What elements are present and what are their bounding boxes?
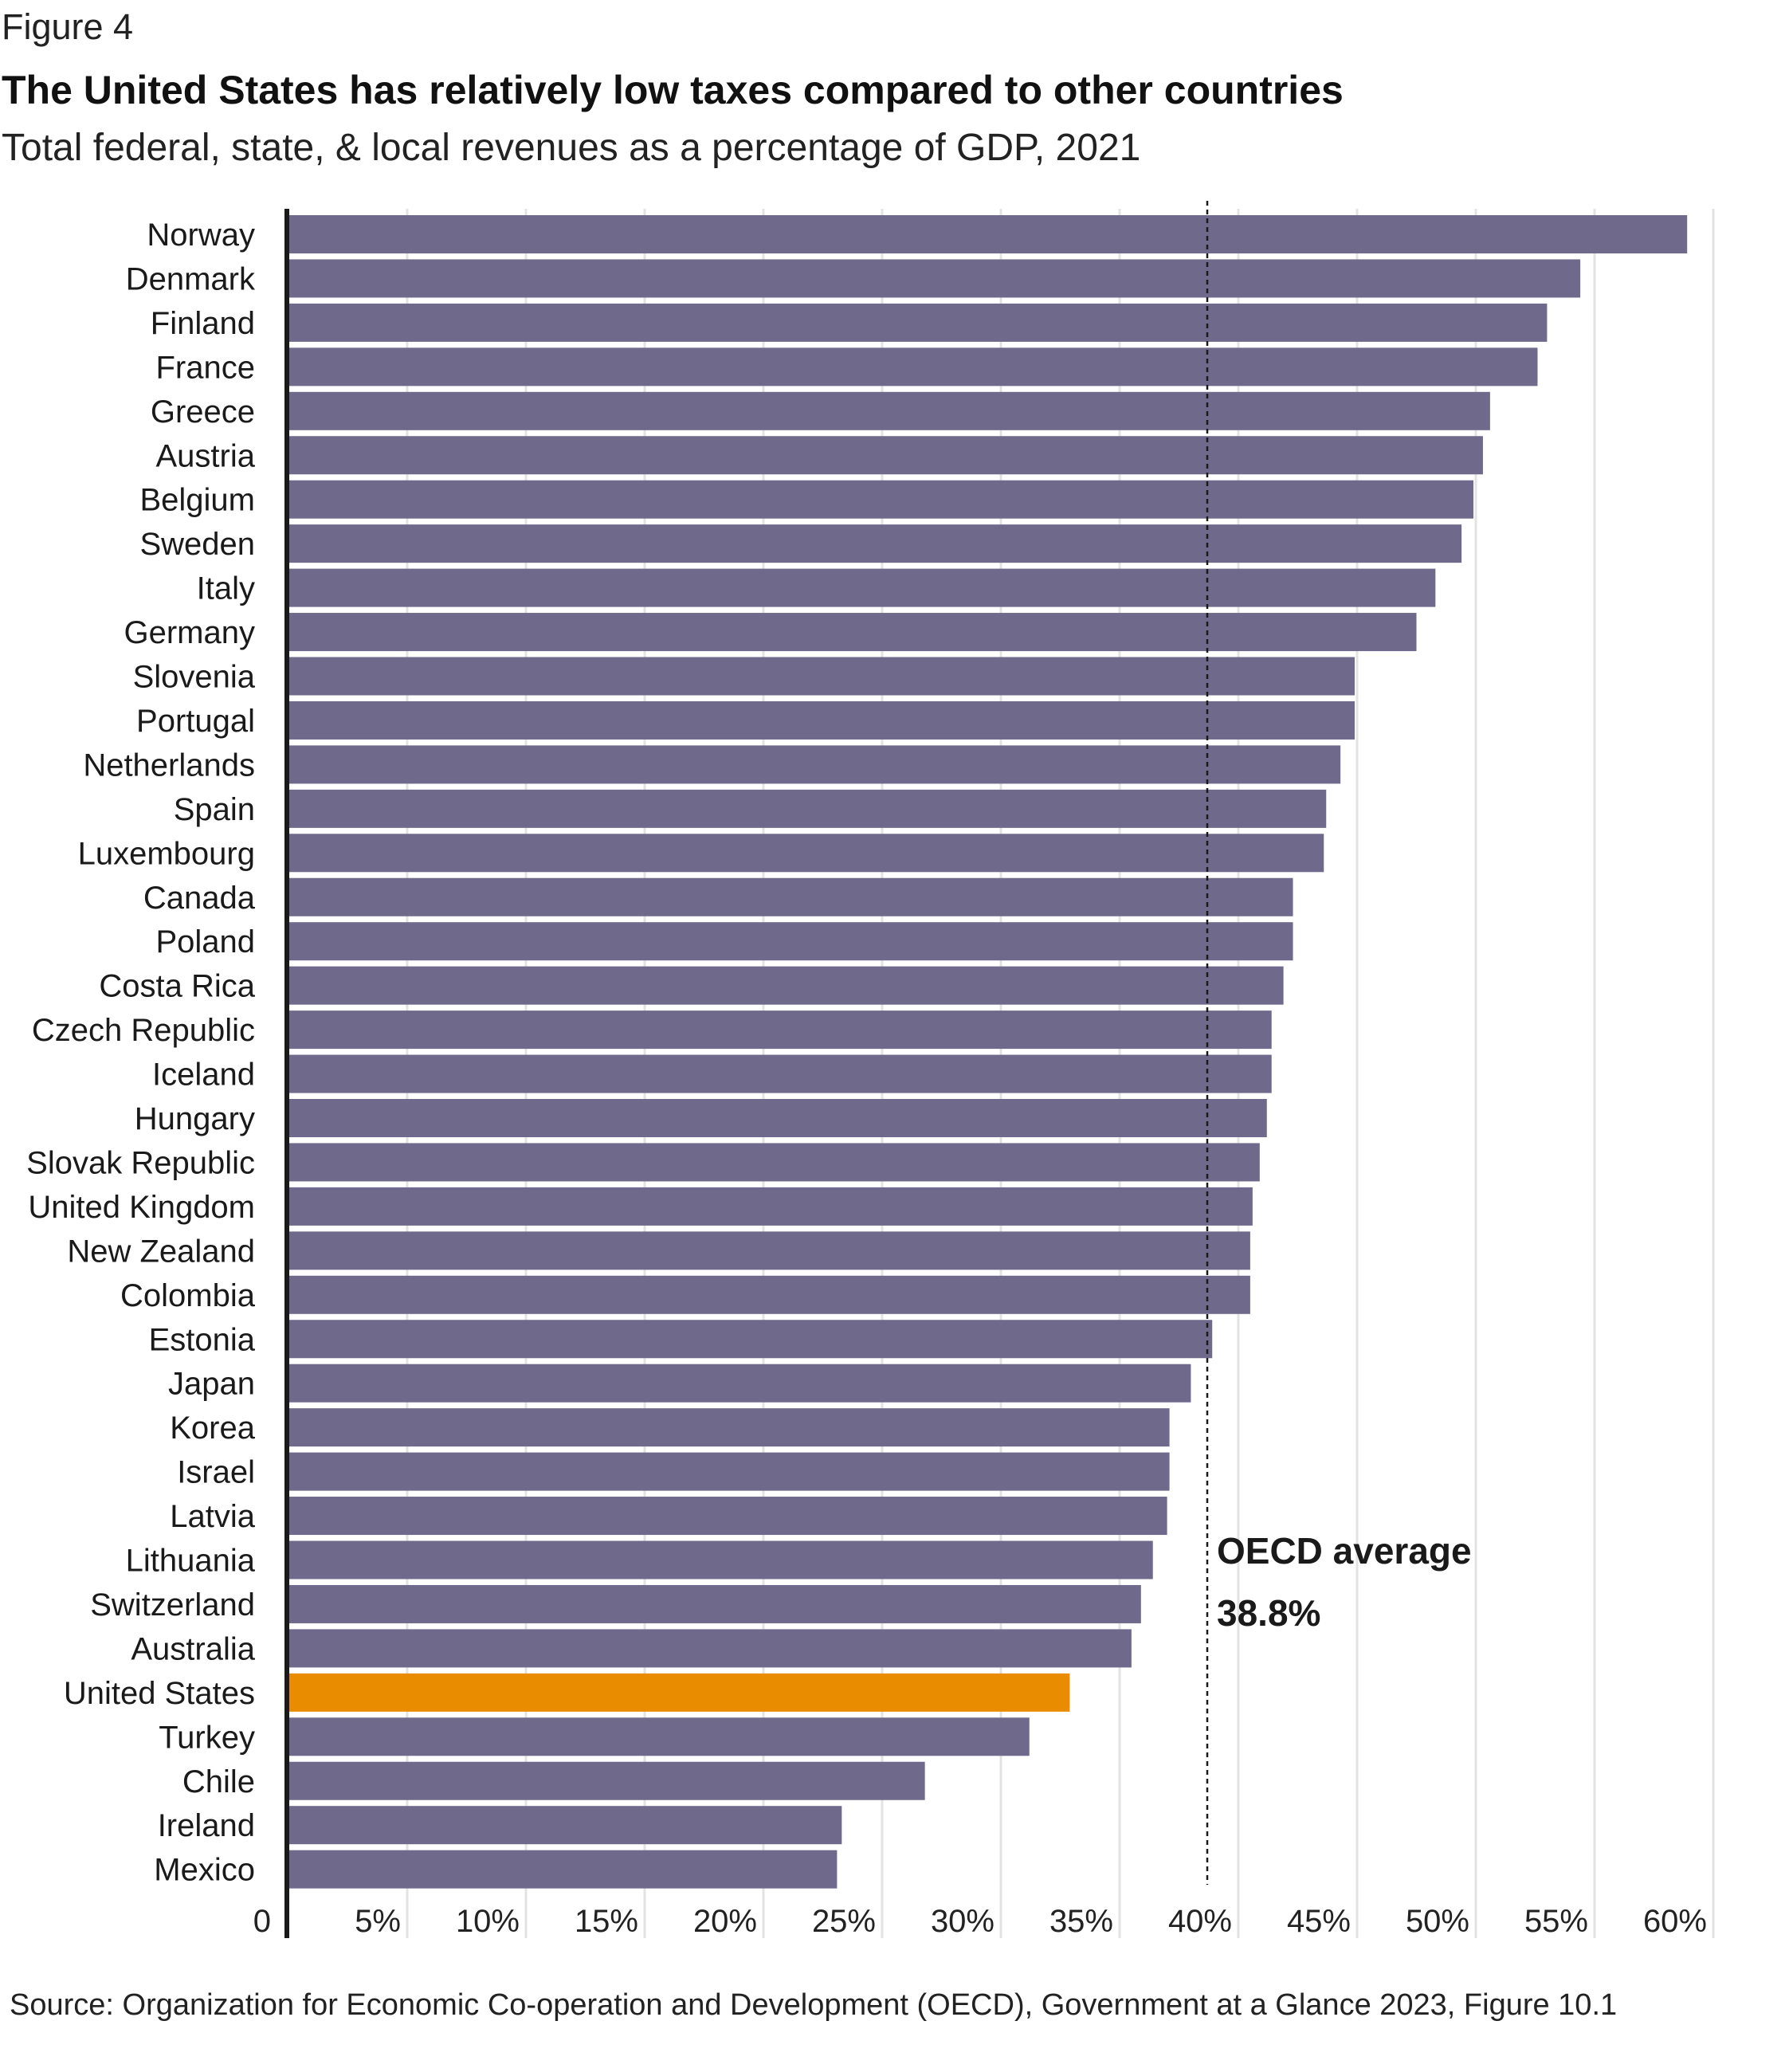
bar [288, 1099, 1267, 1137]
category-label: Portugal [136, 704, 255, 739]
bar [288, 1320, 1213, 1359]
category-label: Luxembourg [78, 836, 255, 871]
tick-label: 30% [931, 1904, 994, 1939]
category-label: Switzerland [90, 1587, 255, 1623]
category-label: France [156, 350, 256, 385]
category-label: Israel [177, 1455, 255, 1490]
tick-label: 5% [355, 1904, 401, 1939]
tick-label: 40% [1168, 1904, 1232, 1939]
oecd-average-label: OECD average [1217, 1530, 1472, 1572]
tick-label: 60% [1643, 1904, 1707, 1939]
bar [288, 1010, 1272, 1050]
figure-label: Figure 4 [2, 6, 134, 47]
tick-label: 35% [1049, 1904, 1113, 1939]
chart-title: The United States has relatively low tax… [2, 68, 1344, 112]
tick-label: 55% [1524, 1904, 1588, 1939]
tick-label: 10% [456, 1904, 520, 1939]
bar [288, 1584, 1141, 1623]
category-label: Japan [168, 1367, 255, 1402]
bar [288, 1231, 1250, 1270]
category-label: Latvia [170, 1499, 255, 1534]
chart-subtitle: Total federal, state, & local revenues a… [2, 127, 1141, 169]
category-label: Slovenia [133, 660, 256, 695]
bar [288, 789, 1327, 828]
category-label: Mexico [154, 1853, 255, 1888]
bar [288, 877, 1293, 916]
category-label: Lithuania [126, 1544, 256, 1579]
bar [288, 391, 1490, 430]
bar [288, 1629, 1132, 1668]
bar [288, 524, 1462, 563]
category-label: Australia [131, 1631, 255, 1666]
bar [288, 1497, 1167, 1536]
tick-label: 45% [1287, 1904, 1351, 1939]
bar [288, 1850, 838, 1889]
bar [288, 922, 1293, 961]
bar [288, 259, 1581, 298]
category-label: Spain [174, 792, 255, 827]
category-label: Denmark [126, 261, 256, 296]
category-label: Finland [151, 306, 255, 341]
bar [288, 436, 1483, 475]
oecd-average-value: 38.8% [1217, 1592, 1320, 1634]
category-label: Greece [151, 394, 255, 430]
category-label: United States [64, 1676, 255, 1711]
tick-labels: 0 5% 10% 15% 20% 25% 30% 35% 40% 45% 50% 55% 60% [253, 1904, 1707, 1939]
category-label: Hungary [135, 1101, 255, 1136]
category-labels: Norway Denmark Finland France Greece Austria B… [26, 218, 256, 1888]
bar [288, 1717, 1030, 1756]
bar [288, 1275, 1250, 1314]
category-label: Poland [155, 924, 255, 959]
category-label: Belgium [139, 483, 255, 518]
category-label: Germany [124, 615, 256, 650]
category-label: Chile [182, 1764, 255, 1799]
bar [288, 1540, 1153, 1580]
category-label: Ireland [158, 1808, 255, 1843]
bar [288, 1143, 1260, 1182]
tick-label: 15% [575, 1904, 638, 1939]
category-label: Norway [147, 218, 255, 253]
bar [288, 1054, 1272, 1093]
category-label: Canada [143, 881, 256, 916]
tick-label: 0 [253, 1904, 271, 1939]
tick-label: 20% [693, 1904, 757, 1939]
category-label: Turkey [159, 1720, 255, 1755]
category-label: Italy [197, 571, 255, 606]
bars [288, 215, 1688, 1889]
bar [288, 657, 1355, 696]
category-label: Netherlands [83, 748, 255, 783]
category-label: Austria [156, 438, 256, 473]
bar [288, 568, 1436, 607]
bar [288, 303, 1548, 342]
category-label: Costa Rica [99, 969, 255, 1004]
tick-label: 50% [1406, 1904, 1469, 1939]
category-label: Czech Republic [32, 1013, 255, 1048]
tick-label: 25% [812, 1904, 876, 1939]
category-label: Iceland [152, 1058, 255, 1093]
category-label: Korea [170, 1411, 255, 1446]
category-label: Slovak Republic [26, 1145, 255, 1180]
bar [288, 1408, 1170, 1447]
category-label: United Kingdom [28, 1190, 255, 1225]
bar [288, 1673, 1070, 1712]
bar [288, 834, 1324, 873]
source-note: Source: Organization for Economic Co-ope… [10, 1988, 1618, 2022]
bar [288, 1364, 1191, 1403]
bar [288, 700, 1355, 740]
category-label: Estonia [149, 1322, 256, 1357]
bar [288, 966, 1284, 1005]
bar [288, 613, 1417, 652]
bar [288, 1452, 1170, 1491]
bar [288, 1187, 1253, 1226]
bar [288, 745, 1341, 784]
bar [288, 347, 1538, 387]
category-label: Colombia [120, 1278, 256, 1313]
bar [288, 480, 1474, 519]
category-label: New Zealand [67, 1234, 255, 1269]
bar [288, 215, 1688, 253]
category-label: Sweden [139, 527, 255, 562]
bar [288, 1806, 842, 1845]
bar [288, 1761, 925, 1800]
